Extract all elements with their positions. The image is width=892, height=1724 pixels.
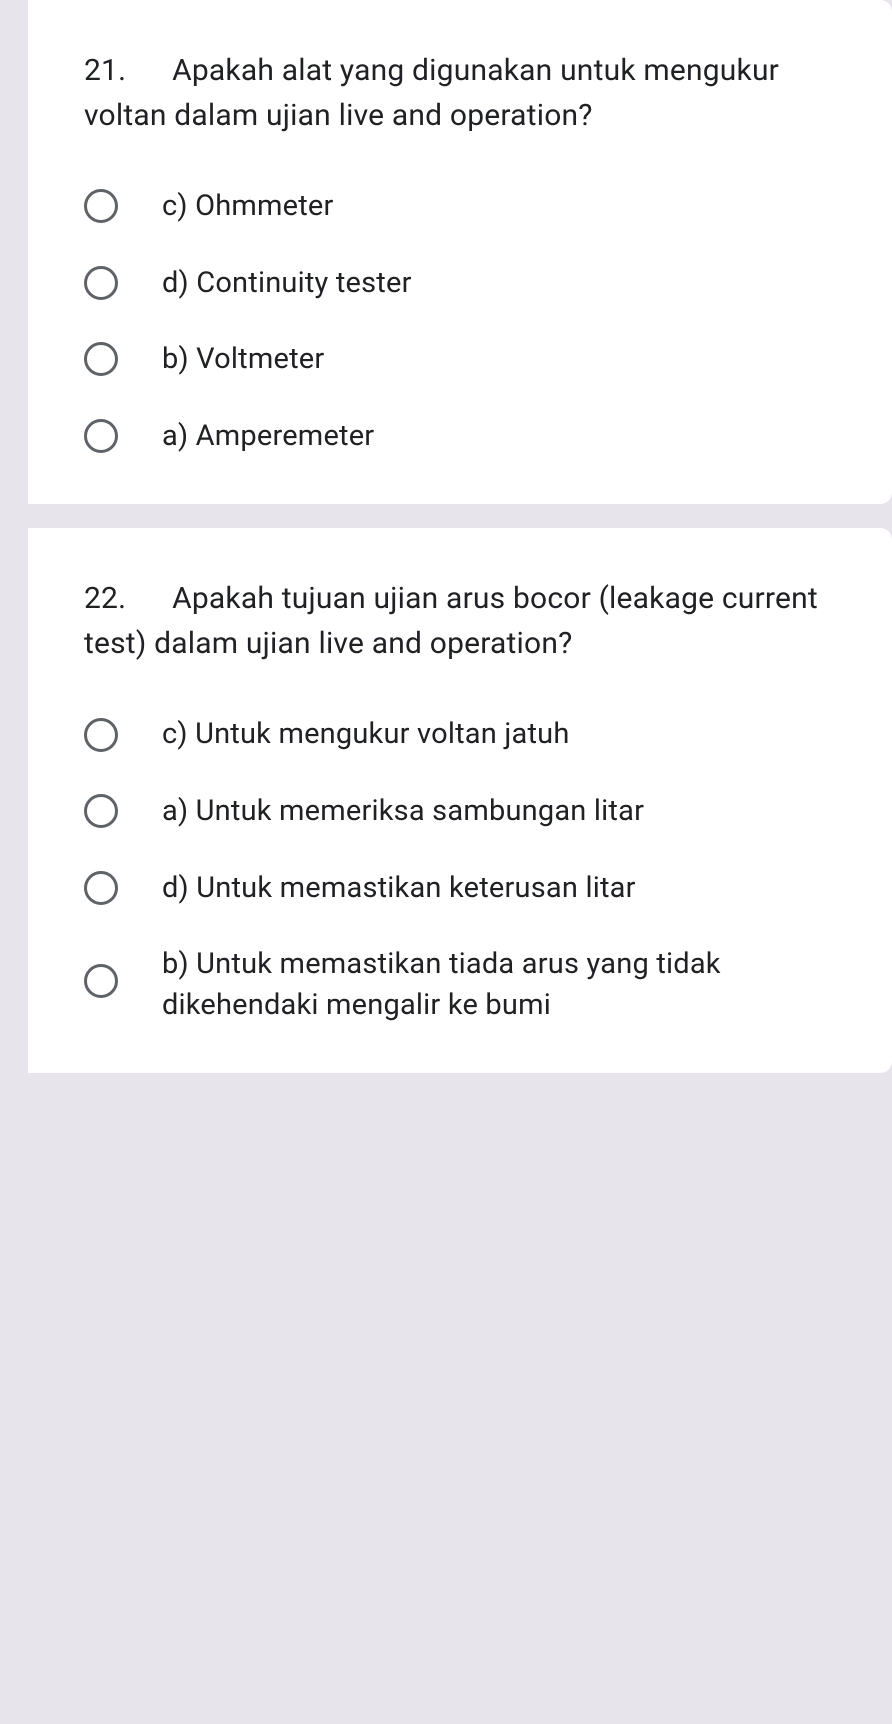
radio-option[interactable]: c) Untuk mengukur voltan jatuh: [84, 714, 836, 755]
option-label: d) Continuity tester: [162, 263, 412, 304]
question-body: Apakah tujuan ujian arus bocor (leakage …: [84, 581, 818, 661]
radio-circle-icon: [84, 419, 118, 453]
option-label: b) Voltmeter: [162, 339, 324, 380]
question-card-22: 22. Apakah tujuan ujian arus bocor (leak…: [28, 528, 892, 1073]
question-text: 22. Apakah tujuan ujian arus bocor (leak…: [84, 576, 836, 666]
option-label: c) Untuk mengukur voltan jatuh: [162, 714, 570, 755]
radio-option[interactable]: a) Amperemeter: [84, 416, 836, 457]
radio-option[interactable]: a) Untuk memeriksa sambungan litar: [84, 791, 836, 832]
radio-circle-icon: [84, 342, 118, 376]
option-label: a) Untuk memeriksa sambungan litar: [162, 791, 644, 832]
question-card-21: 21. Apakah alat yang digunakan untuk men…: [28, 0, 892, 504]
radio-circle-icon: [84, 718, 118, 752]
radio-circle-icon: [84, 266, 118, 300]
radio-circle-icon: [84, 871, 118, 905]
radio-circle-icon: [84, 964, 118, 998]
radio-option[interactable]: d) Continuity tester: [84, 263, 836, 304]
radio-option[interactable]: b) Untuk memastikan tiada arus yang tida…: [84, 944, 836, 1025]
option-label: a) Amperemeter: [162, 416, 374, 457]
question-text: 21. Apakah alat yang digunakan untuk men…: [84, 48, 836, 138]
option-label: b) Untuk memastikan tiada arus yang tida…: [162, 944, 836, 1025]
radio-option[interactable]: c) Ohmmeter: [84, 186, 836, 227]
radio-option[interactable]: b) Voltmeter: [84, 339, 836, 380]
radio-circle-icon: [84, 794, 118, 828]
radio-option[interactable]: d) Untuk memastikan keterusan litar: [84, 868, 836, 909]
radio-circle-icon: [84, 189, 118, 223]
question-number: 21.: [84, 53, 126, 88]
option-label: c) Ohmmeter: [162, 186, 334, 227]
option-label: d) Untuk memastikan keterusan litar: [162, 868, 636, 909]
question-body: Apakah alat yang digunakan untuk menguku…: [84, 53, 779, 133]
question-number: 22.: [84, 581, 126, 616]
